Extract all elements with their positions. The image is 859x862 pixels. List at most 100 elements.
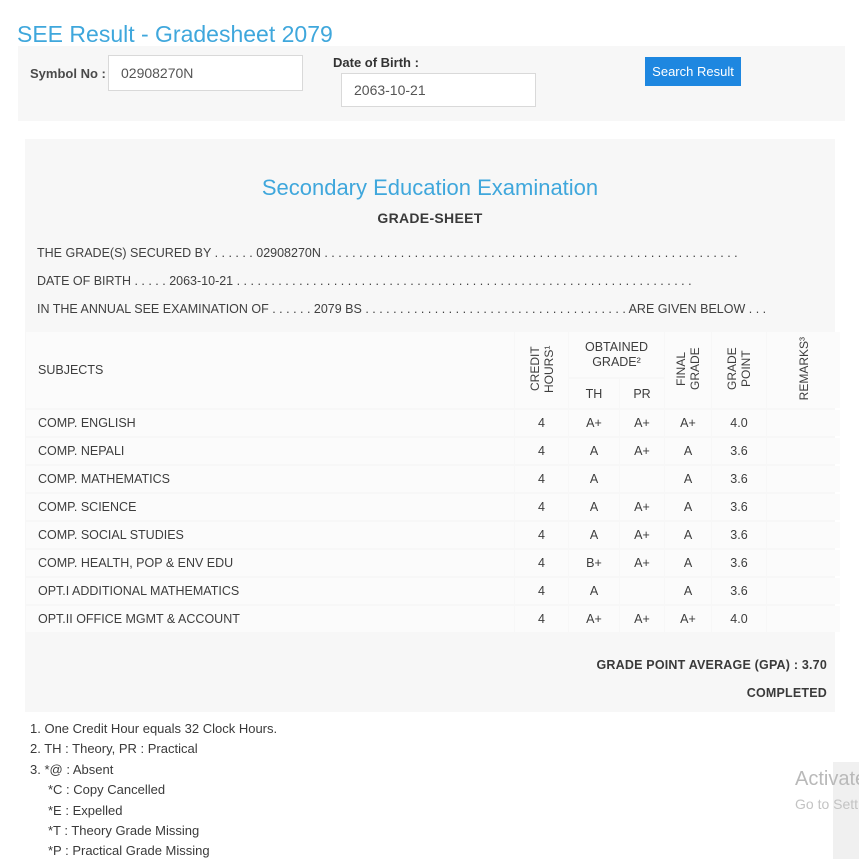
final-grade-cell: A (665, 466, 711, 492)
date-of-birth-input[interactable] (341, 73, 536, 107)
final-grade-cell: A (665, 522, 711, 548)
grade-point-cell: 3.6 (712, 494, 766, 520)
subject-cell: COMP. NEPALI (26, 438, 514, 464)
table-row: COMP. MATHEMATICS 4 A A 3.6 (26, 466, 840, 492)
remarks-cell (767, 438, 840, 464)
practical-grade-cell: A+ (620, 438, 664, 464)
final-grade-cell: A+ (665, 606, 711, 632)
table-row: COMP. SCIENCE 4 A A+ A 3.6 (26, 494, 840, 520)
remarks-cell (767, 494, 840, 520)
grade-table: SUBJECTS CREDIT HOURS¹ OBTAINED GRADE² F… (25, 330, 841, 634)
theory-grade-cell: A (569, 578, 619, 604)
result-status: COMPLETED (746, 686, 827, 700)
subject-cell: COMP. HEALTH, POP & ENV EDU (26, 550, 514, 576)
subject-cell: OPT.I ADDITIONAL MATHEMATICS (26, 578, 514, 604)
symbol-no-label: Symbol No : (30, 66, 106, 81)
date-of-birth-line: DATE OF BIRTH . . . . . 2063-10-21 . . .… (37, 274, 692, 288)
remarks-cell (767, 522, 840, 548)
grade-point-cell: 3.6 (712, 466, 766, 492)
practical-grade-cell (620, 466, 664, 492)
footnote-line: *C : Copy Cancelled (48, 782, 166, 798)
header-grade-point: GRADE POINT (712, 332, 766, 408)
footnote-line: 3. *@ : Absent (30, 761, 114, 777)
table-row: OPT.I ADDITIONAL MATHEMATICS 4 A A 3.6 (26, 578, 840, 604)
subject-cell: OPT.II OFFICE MGMT & ACCOUNT (26, 606, 514, 632)
date-of-birth-label: Date of Birth : (333, 55, 419, 70)
credit-hours-cell: 4 (515, 550, 568, 576)
subject-cell: COMP. SCIENCE (26, 494, 514, 520)
footnote-line: *E : Expelled (48, 802, 123, 818)
header-obtained-grade: OBTAINED GRADE² (569, 332, 664, 378)
remarks-cell (767, 606, 840, 632)
theory-grade-cell: A+ (569, 606, 619, 632)
exam-title: Secondary Education Examination (261, 175, 599, 200)
gradesheet-subtitle: GRADE-SHEET (377, 210, 483, 226)
header-pr: PR (620, 379, 664, 408)
gpa-line: GRADE POINT AVERAGE (GPA) : 3.70 (596, 658, 827, 672)
grade-point-cell: 4.0 (712, 606, 766, 632)
credit-hours-cell: 4 (515, 410, 568, 436)
practical-grade-cell (620, 578, 664, 604)
final-grade-cell: A (665, 438, 711, 464)
credit-hours-cell: 4 (515, 522, 568, 548)
footnote-line: *T : Theory Grade Missing (48, 823, 200, 839)
header-final-grade: FINAL GRADE (665, 332, 711, 408)
theory-grade-cell: A (569, 438, 619, 464)
credit-hours-cell: 4 (515, 466, 568, 492)
header-credit-hours: CREDIT HOURS¹ (515, 332, 568, 408)
subject-cell: COMP. SOCIAL STUDIES (26, 522, 514, 548)
page-title: SEE Result - Gradesheet 2079 (17, 21, 333, 48)
credit-hours-cell: 4 (515, 494, 568, 520)
practical-grade-cell: A+ (620, 494, 664, 520)
theory-grade-cell: A+ (569, 410, 619, 436)
remarks-cell (767, 578, 840, 604)
header-remarks: REMARKS³ (767, 332, 840, 408)
grade-point-cell: 3.6 (712, 522, 766, 548)
grade-point-cell: 3.6 (712, 550, 766, 576)
subject-cell: COMP. ENGLISH (26, 410, 514, 436)
credit-hours-cell: 4 (515, 438, 568, 464)
footnote-line: *P : Practical Grade Missing (48, 843, 210, 859)
final-grade-cell: A+ (665, 410, 711, 436)
final-grade-cell: A (665, 550, 711, 576)
grade-table-header: SUBJECTS CREDIT HOURS¹ OBTAINED GRADE² F… (26, 332, 840, 408)
table-row: OPT.II OFFICE MGMT & ACCOUNT 4 A+ A+ A+ … (26, 606, 840, 632)
credit-hours-cell: 4 (515, 606, 568, 632)
table-row: COMP. HEALTH, POP & ENV EDU 4 B+ A+ A 3.… (26, 550, 840, 576)
credit-hours-cell: 4 (515, 578, 568, 604)
practical-grade-cell: A+ (620, 550, 664, 576)
grade-point-cell: 3.6 (712, 578, 766, 604)
footnote-line: 2. TH : Theory, PR : Practical (30, 741, 198, 757)
grade-point-cell: 4.0 (712, 410, 766, 436)
subject-cell: COMP. MATHEMATICS (26, 466, 514, 492)
header-th: TH (569, 379, 619, 408)
search-form: Symbol No : Date of Birth : Search Resul… (18, 46, 845, 121)
theory-grade-cell: B+ (569, 550, 619, 576)
footnotes: 1. One Credit Hour equals 32 Clock Hours… (30, 719, 277, 862)
footnote-line: 1. One Credit Hour equals 32 Clock Hours… (30, 721, 278, 736)
remarks-cell (767, 466, 840, 492)
table-row: COMP. NEPALI 4 A A+ A 3.6 (26, 438, 840, 464)
activate-windows-watermark: Activate Go to Sett (795, 768, 859, 812)
practical-grade-cell: A+ (620, 606, 664, 632)
table-row: COMP. SOCIAL STUDIES 4 A A+ A 3.6 (26, 522, 840, 548)
remarks-cell (767, 550, 840, 576)
symbol-no-input[interactable] (108, 55, 303, 91)
final-grade-cell: A (665, 578, 711, 604)
table-row: COMP. ENGLISH 4 A+ A+ A+ 4.0 (26, 410, 840, 436)
grade-point-cell: 3.6 (712, 438, 766, 464)
remarks-cell (767, 410, 840, 436)
gradesheet-intro-lines: THE GRADE(S) SECURED BY . . . . . . 0290… (37, 239, 823, 323)
header-subjects: SUBJECTS (26, 332, 514, 408)
practical-grade-cell: A+ (620, 522, 664, 548)
search-result-button[interactable]: Search Result (645, 57, 741, 86)
secured-by-line: THE GRADE(S) SECURED BY . . . . . . 0290… (37, 246, 738, 260)
desktop-edge-strip (833, 762, 859, 859)
final-grade-cell: A (665, 494, 711, 520)
theory-grade-cell: A (569, 466, 619, 492)
practical-grade-cell: A+ (620, 410, 664, 436)
theory-grade-cell: A (569, 494, 619, 520)
theory-grade-cell: A (569, 522, 619, 548)
gradesheet-panel: Secondary Education Examination GRADE-SH… (25, 139, 840, 712)
watermark-title: Activate (795, 768, 859, 790)
